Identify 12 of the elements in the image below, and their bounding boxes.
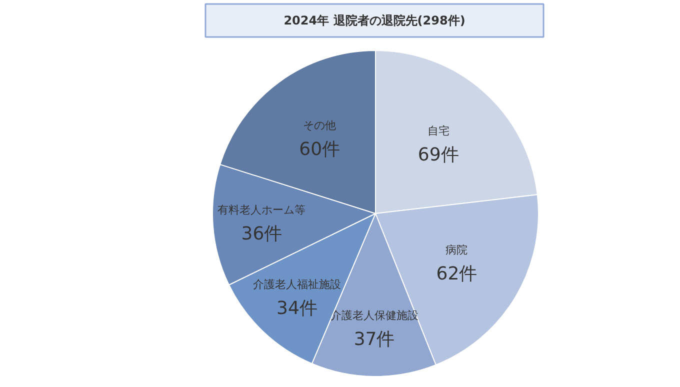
slice-label: 介護老人福祉施設 (252, 278, 341, 291)
data-label: 62件 (436, 263, 478, 284)
slice-label: 病院 (446, 243, 468, 256)
slice-label: その他 (303, 118, 336, 132)
data-label: 60件 (299, 138, 340, 160)
data-label: 34件 (276, 298, 318, 319)
slice-label: 自宅 (427, 124, 450, 138)
data-label: 37件 (354, 329, 395, 350)
slice-label: 有料老人ホーム等 (218, 203, 306, 216)
data-label: 69件 (418, 144, 459, 166)
chart-title: 2024年 退院者の退院先(298件) (284, 14, 466, 28)
data-label: 36件 (241, 223, 282, 244)
